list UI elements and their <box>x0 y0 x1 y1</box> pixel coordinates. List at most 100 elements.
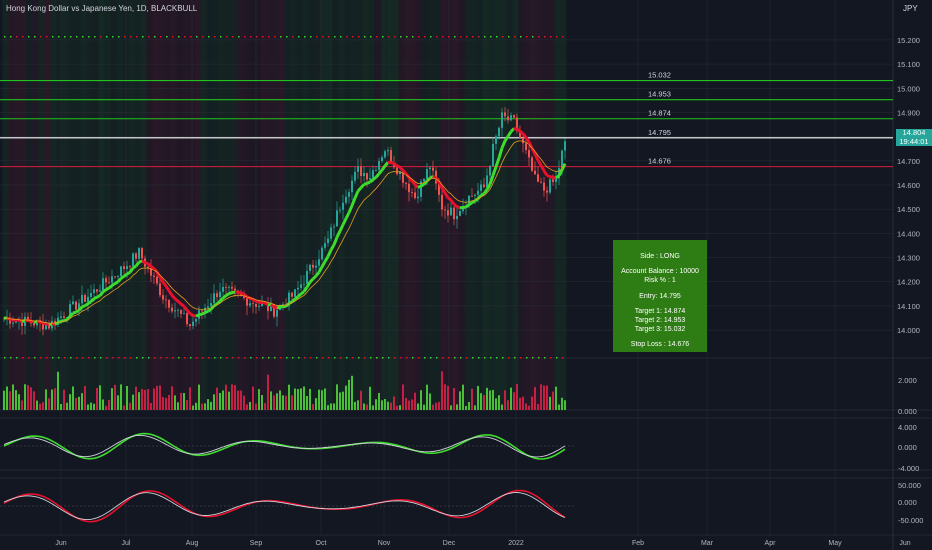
volume-bar <box>72 386 74 410</box>
ribbon-band <box>543 163 548 168</box>
volume-bar <box>12 384 14 410</box>
ribbon-band <box>324 266 329 272</box>
ribbon-band <box>351 215 356 223</box>
candle-body <box>555 178 557 182</box>
ribbon-band <box>231 295 236 297</box>
signal-info-box: Side : LONG Account Balance : 10000 Risk… <box>613 240 707 352</box>
ribbon-segment <box>311 274 318 280</box>
ribbon-segment <box>359 183 366 189</box>
candle-body <box>486 175 488 188</box>
background-band <box>68 0 75 410</box>
ribbon-segment <box>87 300 92 305</box>
currency-label[interactable]: JPY <box>903 4 918 13</box>
signal-dot <box>184 36 186 38</box>
background-band <box>98 0 105 410</box>
signal-dot <box>148 357 150 359</box>
ribbon-segment <box>114 280 119 285</box>
ribbon-band <box>378 181 383 186</box>
signal-dot <box>292 357 294 359</box>
candle-body <box>480 184 482 191</box>
candle-body <box>348 192 350 197</box>
ribbon-band <box>81 309 86 312</box>
ribbon-segment <box>369 178 374 184</box>
candle-body <box>78 303 80 310</box>
ribbon-segment <box>204 309 209 315</box>
ribbon-band <box>249 297 254 300</box>
ribbon-band <box>453 196 458 201</box>
signal-dot <box>10 357 12 359</box>
ribbon-band <box>102 295 107 299</box>
time-tick-label: Jun <box>899 540 910 547</box>
candle-body <box>129 266 131 267</box>
volume-bar <box>129 402 131 410</box>
volume-bar <box>195 402 197 410</box>
time-tick-label: Mar <box>701 540 714 547</box>
volume-bar <box>423 404 425 410</box>
signal-dot <box>508 36 510 38</box>
candle-body <box>495 136 497 144</box>
ribbon-band <box>456 199 461 202</box>
candle-body <box>258 305 260 307</box>
signal-dot <box>52 357 54 359</box>
ribbon-band <box>264 301 269 304</box>
background-band <box>200 0 207 410</box>
ribbon-segment <box>150 265 155 270</box>
candle-body <box>414 192 416 199</box>
candle-body <box>513 115 515 118</box>
ribbon-band <box>96 300 101 303</box>
ribbon-band <box>348 221 353 229</box>
candle-body <box>540 181 542 183</box>
time-tick-label: Dec <box>443 540 456 547</box>
ribbon-segment <box>500 140 507 149</box>
volume-bar <box>378 392 380 410</box>
current-price-tag: 14.804 19:44:01 <box>896 128 932 146</box>
signal-dot <box>286 357 288 359</box>
ribbon-band <box>405 174 410 178</box>
signal-dot <box>532 357 534 359</box>
candle-body <box>207 306 209 308</box>
ribbon-segment <box>141 259 146 264</box>
volume-bar <box>96 387 98 410</box>
ribbon-segment <box>353 190 360 199</box>
ribbon-segment <box>249 296 254 301</box>
ribbon-band <box>174 290 179 295</box>
signal-dot <box>310 357 312 359</box>
ribbon-band <box>381 177 386 182</box>
candle-body <box>339 209 341 211</box>
background-band <box>542 0 549 410</box>
volume-bar <box>552 391 554 410</box>
candle-body <box>111 276 113 283</box>
ribbon-segment <box>335 230 342 238</box>
ribbon-segment <box>420 183 425 188</box>
signal-dot <box>292 36 294 38</box>
ribbon-segment <box>138 259 143 264</box>
price-tick-label: 14.500 <box>897 205 920 214</box>
ribbon-segment <box>21 319 26 323</box>
ribbon-band <box>450 193 455 198</box>
ribbon-segment <box>506 130 513 138</box>
ribbon-band <box>117 284 122 289</box>
ribbon-segment <box>383 161 390 167</box>
candle-body <box>429 167 431 170</box>
signal-dot <box>460 357 462 359</box>
ribbon-band <box>444 187 449 193</box>
signal-dot <box>46 357 48 359</box>
background-band <box>332 0 339 410</box>
ribbon-segment <box>488 174 495 185</box>
candle-body <box>471 195 473 197</box>
signal-dot <box>142 357 144 359</box>
volume-bar <box>387 401 389 410</box>
volume-bar <box>492 389 494 410</box>
candle-body <box>12 322 14 324</box>
ribbon-segment <box>116 277 123 283</box>
time-tick-label: Sep <box>250 540 263 547</box>
candle-body <box>366 172 368 180</box>
level-label: 14.953 <box>648 90 671 99</box>
volume-bar <box>540 384 542 410</box>
volume-bar <box>54 388 56 410</box>
signal-dot <box>394 357 396 359</box>
ribbon-segment <box>482 188 489 195</box>
background-band <box>242 0 249 410</box>
candle-body <box>141 248 143 259</box>
